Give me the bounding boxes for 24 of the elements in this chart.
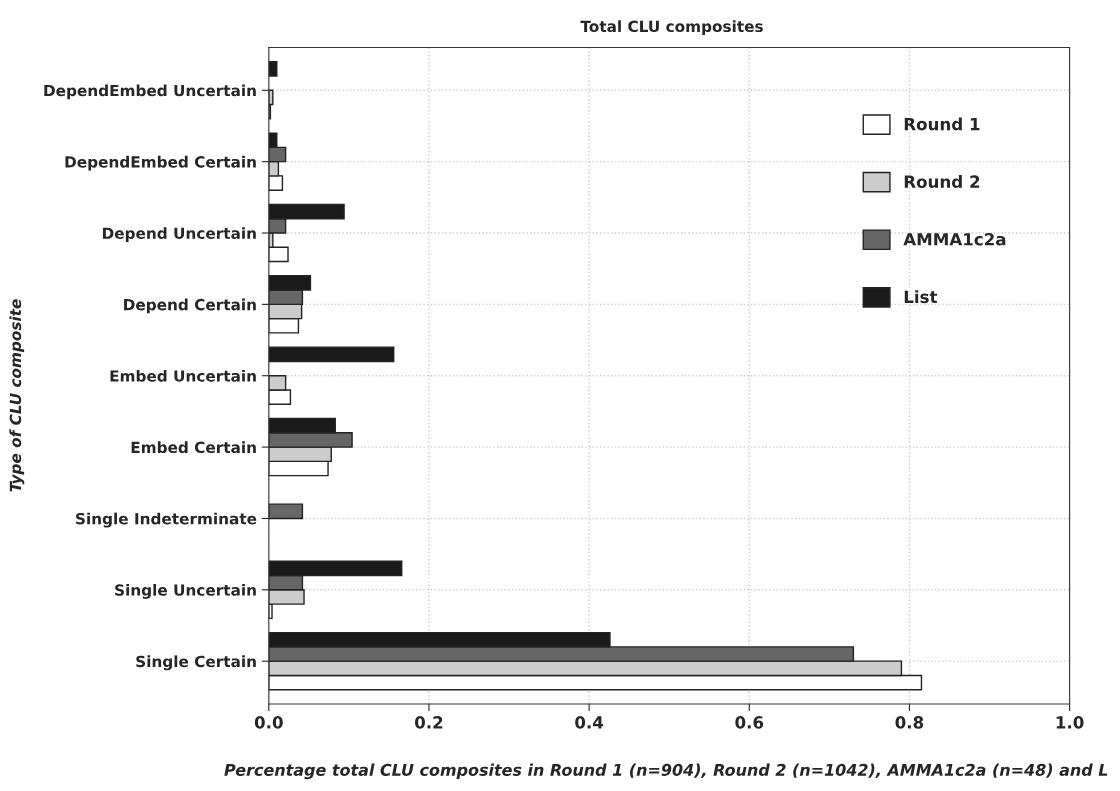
legend-label: AMMA1c2a: [903, 232, 1006, 246]
y-axis-title: Type of CLU composite: [9, 299, 25, 492]
x-tick-label: 0.8: [895, 716, 924, 729]
x-axis-title: Percentage total CLU composites in Round 1 (n=904), Round 2 (n=1042), AMMA1c2a (n=48) and L: [224, 763, 1108, 780]
bar: [268, 61, 278, 77]
y-tick-label: Single Indeterminate: [76, 512, 257, 528]
x-tick-label: 1.0: [1056, 716, 1084, 729]
y-tick-label: Single Certain: [136, 655, 256, 671]
legend-label: Round 1: [904, 117, 980, 131]
chart-title: Total CLU composites: [580, 20, 763, 36]
bar: [268, 346, 395, 363]
x-tick-label: 0.2: [415, 716, 443, 729]
y-tick-label: Embed Uncertain: [110, 369, 256, 382]
y-tick-label: Depend Certain: [124, 298, 256, 314]
legend-label: List: [904, 290, 938, 304]
y-tick-label: Depend Uncertain: [102, 227, 256, 242]
x-tick-label: 0.0: [254, 716, 283, 729]
y-tick-label: DependEmbed Uncertain: [44, 84, 256, 100]
y-tick-label: DependEmbed Certain: [65, 155, 256, 171]
x-tick-label: 0.6: [735, 716, 764, 729]
legend-label: Round 2: [904, 175, 980, 188]
x-tick-label: 0.4: [575, 716, 604, 729]
y-tick-label: Single Uncertain: [115, 584, 256, 599]
y-tick-label: Embed Certain: [131, 441, 256, 454]
